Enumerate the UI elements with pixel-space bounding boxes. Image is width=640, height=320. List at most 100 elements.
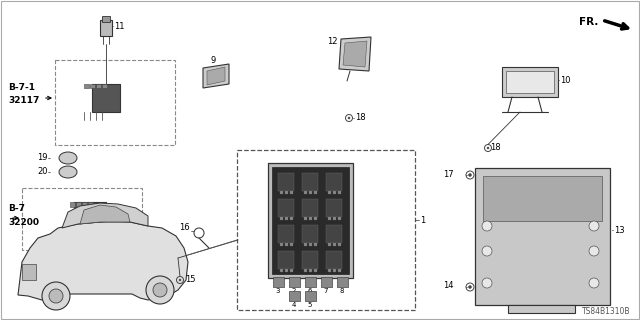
Bar bbox=[278, 173, 294, 191]
Bar bbox=[290, 243, 293, 246]
Bar bbox=[74, 202, 106, 230]
Bar bbox=[304, 217, 307, 220]
Text: 13: 13 bbox=[614, 226, 625, 235]
Bar bbox=[326, 251, 342, 269]
Text: 8: 8 bbox=[340, 288, 344, 294]
Bar bbox=[314, 243, 317, 246]
Circle shape bbox=[49, 289, 63, 303]
Text: 19: 19 bbox=[38, 153, 48, 162]
Bar bbox=[302, 225, 318, 243]
Bar bbox=[326, 199, 342, 217]
Bar bbox=[304, 243, 307, 246]
Circle shape bbox=[589, 246, 599, 256]
Bar bbox=[285, 217, 288, 220]
Polygon shape bbox=[80, 205, 130, 224]
Bar bbox=[102, 84, 107, 88]
Text: 12: 12 bbox=[327, 36, 337, 45]
Text: B-7: B-7 bbox=[8, 204, 25, 212]
Bar bbox=[309, 217, 312, 220]
Bar bbox=[502, 67, 558, 97]
Text: FR.: FR. bbox=[579, 17, 598, 27]
Bar bbox=[90, 84, 95, 88]
Circle shape bbox=[482, 278, 492, 288]
Polygon shape bbox=[203, 64, 229, 88]
Bar bbox=[280, 269, 283, 272]
Bar bbox=[102, 16, 110, 22]
Bar bbox=[321, 277, 332, 287]
Text: 6: 6 bbox=[308, 288, 312, 294]
Bar bbox=[280, 191, 283, 194]
Bar bbox=[289, 277, 300, 287]
Text: 15: 15 bbox=[185, 275, 195, 284]
Bar bbox=[285, 191, 288, 194]
Circle shape bbox=[468, 173, 472, 177]
Bar bbox=[314, 191, 317, 194]
Polygon shape bbox=[18, 221, 188, 300]
Bar bbox=[290, 217, 293, 220]
Bar bbox=[302, 173, 318, 191]
Bar bbox=[285, 243, 288, 246]
Bar bbox=[280, 243, 283, 246]
Circle shape bbox=[146, 276, 174, 304]
Text: TS84B1310B: TS84B1310B bbox=[582, 308, 630, 316]
Circle shape bbox=[487, 147, 489, 149]
Text: 16: 16 bbox=[179, 222, 189, 231]
Text: 32117: 32117 bbox=[8, 95, 40, 105]
Bar bbox=[302, 251, 318, 269]
Bar bbox=[338, 217, 341, 220]
Bar bbox=[326, 225, 342, 243]
Text: 3: 3 bbox=[276, 288, 280, 294]
Bar bbox=[76, 202, 81, 207]
Bar bbox=[96, 84, 101, 88]
Bar bbox=[314, 217, 317, 220]
Circle shape bbox=[42, 282, 70, 310]
Bar bbox=[314, 269, 317, 272]
Text: 9: 9 bbox=[210, 55, 215, 65]
Ellipse shape bbox=[59, 152, 77, 164]
Circle shape bbox=[179, 279, 181, 281]
Bar bbox=[483, 176, 602, 221]
Bar bbox=[304, 269, 307, 272]
Bar bbox=[328, 243, 331, 246]
Bar bbox=[84, 84, 89, 88]
Polygon shape bbox=[62, 203, 148, 228]
Bar bbox=[333, 243, 336, 246]
Bar bbox=[309, 191, 312, 194]
Text: 7: 7 bbox=[324, 288, 328, 294]
Bar bbox=[333, 269, 336, 272]
Bar bbox=[272, 167, 349, 274]
Bar bbox=[337, 277, 348, 287]
Text: B-7-1: B-7-1 bbox=[8, 83, 35, 92]
Bar bbox=[333, 191, 336, 194]
Bar bbox=[338, 243, 341, 246]
Text: 17: 17 bbox=[444, 170, 454, 179]
Bar bbox=[290, 269, 293, 272]
Text: 4: 4 bbox=[292, 302, 296, 308]
Bar bbox=[278, 251, 294, 269]
Bar bbox=[278, 199, 294, 217]
Bar bbox=[92, 84, 120, 112]
Circle shape bbox=[153, 283, 167, 297]
Polygon shape bbox=[207, 67, 225, 85]
Polygon shape bbox=[339, 37, 371, 71]
Bar bbox=[309, 243, 312, 246]
Text: 14: 14 bbox=[444, 282, 454, 291]
Bar bbox=[328, 217, 331, 220]
Bar bbox=[508, 305, 575, 313]
Bar bbox=[309, 269, 312, 272]
Text: 10: 10 bbox=[560, 76, 570, 84]
Bar bbox=[278, 225, 294, 243]
Bar bbox=[506, 71, 554, 93]
Bar bbox=[328, 269, 331, 272]
Circle shape bbox=[589, 221, 599, 231]
Text: 32200: 32200 bbox=[8, 218, 39, 227]
Bar bbox=[22, 264, 36, 280]
Circle shape bbox=[348, 117, 350, 119]
Text: 2: 2 bbox=[292, 288, 296, 294]
Bar bbox=[268, 163, 353, 278]
Bar bbox=[326, 173, 342, 191]
Ellipse shape bbox=[59, 166, 77, 178]
Bar bbox=[22, 188, 142, 250]
Text: 11: 11 bbox=[114, 21, 125, 30]
Bar bbox=[237, 150, 415, 310]
